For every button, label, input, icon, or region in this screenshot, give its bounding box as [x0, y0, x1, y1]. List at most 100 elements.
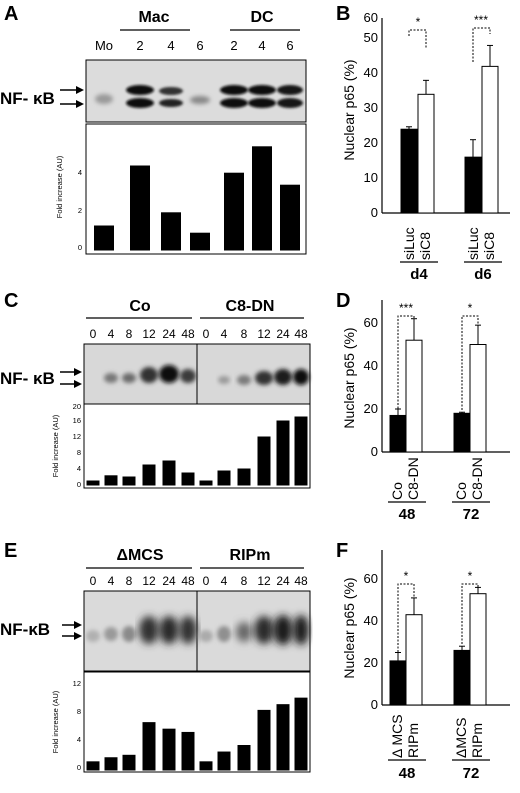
- header-dmcs: ΔMCS: [116, 547, 163, 564]
- group-label-f: 72: [463, 765, 480, 782]
- bar-e: [276, 704, 290, 771]
- panel-label-c: C: [4, 290, 18, 312]
- bar-e: [199, 761, 213, 771]
- lane-label: 8: [241, 574, 248, 588]
- bands-e: [86, 615, 309, 645]
- group-label-f: 48: [399, 765, 416, 782]
- ytick-b: 10: [364, 170, 378, 185]
- lane-label: 4: [221, 327, 228, 341]
- ytick-c: 8: [77, 448, 81, 457]
- lane-label: 8: [241, 327, 248, 341]
- lane-labels-e: 0 4 8 12 24 48 0 4 8 12 24 48: [90, 574, 308, 588]
- lane-label: 8: [126, 327, 133, 341]
- bands-a: [95, 85, 303, 108]
- lane-label: 12: [257, 327, 271, 341]
- bar-e: [142, 722, 156, 771]
- condition-label: siC8: [481, 232, 497, 260]
- lane-label: 48: [294, 574, 308, 588]
- bar-f: [405, 614, 423, 706]
- bar-c: [294, 416, 308, 486]
- bar-e: [257, 709, 271, 771]
- ytick-d: 60: [364, 315, 378, 330]
- band-arrows-c: [60, 368, 82, 388]
- lane-label: 8: [126, 574, 133, 588]
- bar-e: [86, 761, 100, 771]
- ytick-a: 2: [78, 206, 82, 215]
- bar-c: [237, 468, 251, 486]
- lane-label: 6: [286, 38, 293, 53]
- band-arrows-e: [62, 621, 82, 640]
- lane-label: 24: [276, 327, 290, 341]
- lane-label: 48: [181, 327, 195, 341]
- bar-d: [453, 412, 471, 453]
- lane-label: 12: [142, 574, 156, 588]
- ytick-b: 30: [364, 100, 378, 115]
- bars-c: [86, 416, 308, 486]
- ylabel-c: Fold increase (AU): [51, 414, 60, 477]
- bar-a: [190, 232, 210, 251]
- group-label-b: d4: [410, 266, 428, 283]
- ytick-f: 40: [364, 613, 378, 628]
- ytick-a: 0: [78, 243, 82, 252]
- condition-label: ΔMCS: [453, 718, 469, 758]
- ytick-f: 20: [364, 655, 378, 670]
- condition-label: RIPm: [405, 723, 421, 758]
- bar-c: [86, 480, 100, 486]
- bar-c: [162, 460, 176, 486]
- bar-c: [257, 436, 271, 486]
- condition-label: Co: [453, 482, 469, 500]
- bar-e: [104, 757, 118, 771]
- nfkb-label-a: NF- κB: [0, 89, 55, 108]
- lane-label: 2: [230, 38, 237, 53]
- lane-label: 0: [203, 327, 210, 341]
- lane-label: 4: [108, 574, 115, 588]
- panel-f: F Nuclear p65 (%) 0 20 40 60 * * Δ MCS R…: [336, 540, 510, 782]
- ytick-c: 12: [73, 432, 81, 441]
- ytick-b: 60: [364, 10, 378, 25]
- conditions-f: Δ MCS RIPm ΔMCS RIPm: [389, 714, 485, 758]
- lane-label: 24: [276, 574, 290, 588]
- lane-label: 4: [258, 38, 265, 53]
- ytick-c: 20: [73, 402, 81, 411]
- lane-label: 12: [142, 327, 156, 341]
- header-dc: DC: [250, 9, 274, 26]
- bar-a: [280, 184, 300, 251]
- header-co: Co: [129, 298, 151, 315]
- chart-frame-c: [83, 403, 311, 489]
- bar-e: [181, 731, 195, 771]
- nfkb-label-c: NF- κB: [0, 369, 55, 388]
- ytick-f: 60: [364, 571, 378, 586]
- nfkb-label-e: NF-κB: [0, 620, 50, 639]
- ytick-e: 0: [77, 763, 81, 772]
- ytick-f: 0: [371, 697, 378, 712]
- panel-b: B Nuclear p65 (%) 0 10 20 30 40 50 60 * …: [336, 3, 510, 283]
- bars-d: [389, 318, 487, 453]
- ytick-d: 40: [364, 358, 378, 373]
- ytick-d: 0: [371, 444, 378, 459]
- lane-label: 4: [221, 574, 228, 588]
- bar-a: [94, 225, 114, 251]
- lane-label: 0: [90, 327, 97, 341]
- lane-label: 6: [196, 38, 203, 53]
- lane-label: 24: [162, 327, 176, 341]
- bars-f: [389, 586, 487, 706]
- group-label-b: d6: [474, 266, 492, 283]
- bar-c: [217, 470, 231, 486]
- significance-f: * *: [397, 569, 479, 652]
- lane-label: 2: [136, 38, 143, 53]
- lane-label: 48: [294, 327, 308, 341]
- bar-a: [252, 146, 272, 251]
- ylabel-f: Nuclear p65 (%): [341, 577, 357, 678]
- ytick-e: 4: [77, 735, 81, 744]
- ytick-b: 0: [371, 205, 378, 220]
- condition-label: siLuc: [465, 227, 481, 260]
- chart-frame-e: [83, 671, 311, 773]
- panel-label-d: D: [336, 290, 350, 312]
- condition-label: Co: [389, 482, 405, 500]
- lane-label: 0: [90, 574, 97, 588]
- condition-label: Δ MCS: [389, 714, 405, 758]
- ylabel-b: Nuclear p65 (%): [341, 59, 357, 160]
- panel-label-e: E: [4, 540, 17, 562]
- panel-c: C Co C8-DN 0 4 8 12 24 48 0 4 8 12 24 48: [0, 290, 311, 489]
